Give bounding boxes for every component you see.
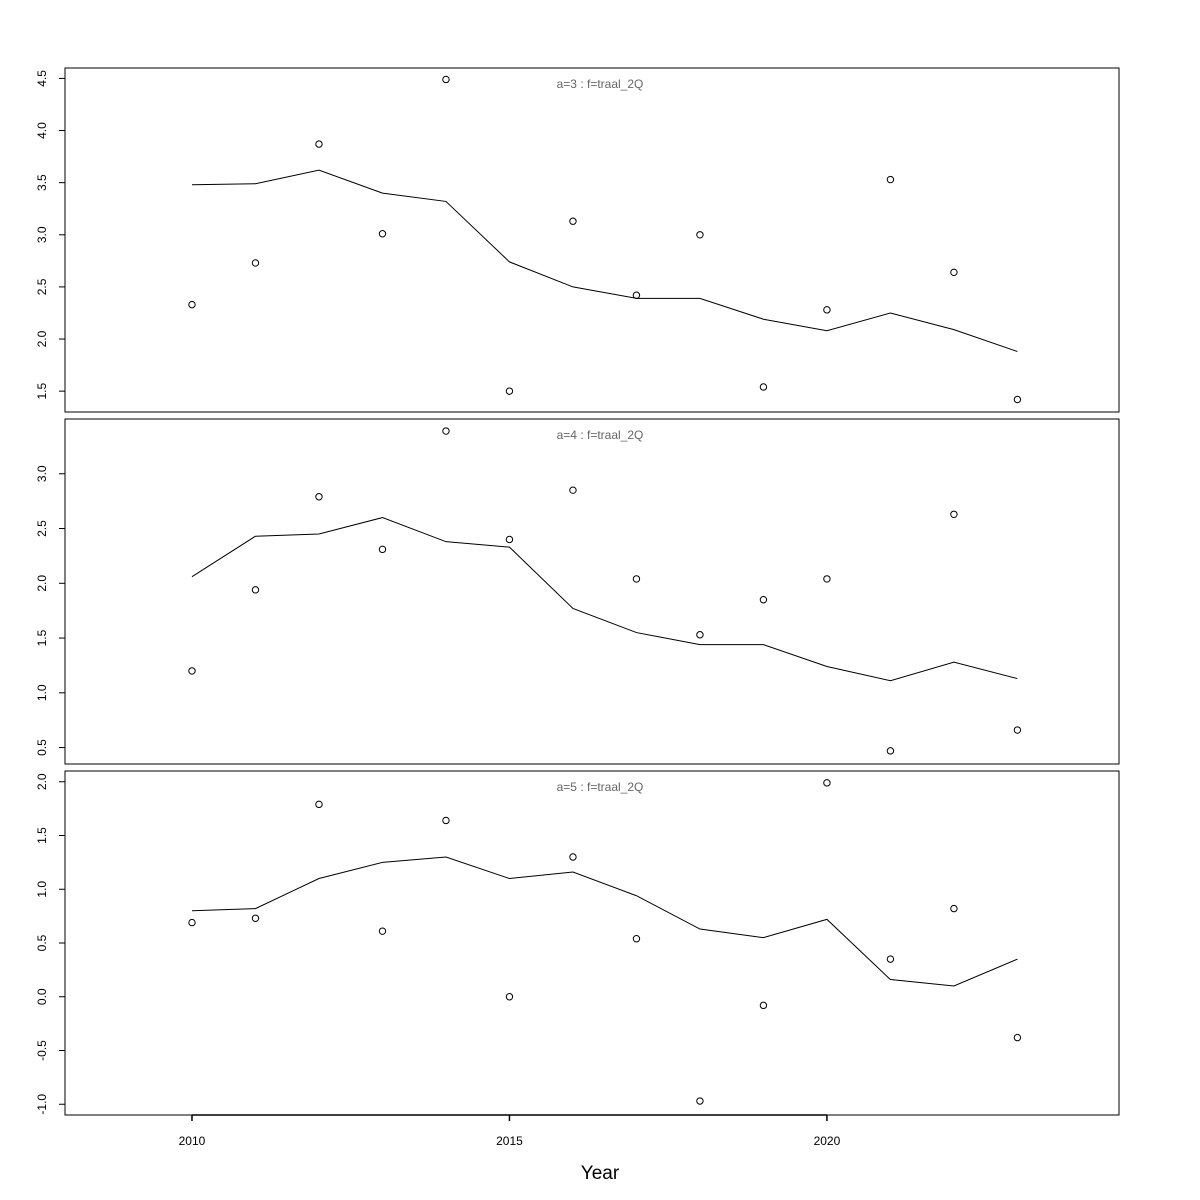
observed-point (1013, 395, 1022, 404)
observed-point (315, 140, 323, 148)
observed-point (442, 75, 450, 84)
y-tick-label: 2.0 (35, 330, 49, 347)
panel-title: a=4 : f=traal_2Q (557, 428, 644, 442)
observed-point (632, 291, 641, 299)
y-tick-label: 3.0 (35, 465, 49, 482)
observed-point (505, 535, 514, 544)
observed-point (251, 259, 260, 267)
observed-point (505, 387, 514, 395)
observed-point (886, 175, 895, 184)
observed-point (823, 306, 831, 314)
y-tick-label: 0.0 (35, 988, 49, 1005)
panel-3: -1.0 -0.5 0.0 0.5 1.0 1.5 2.0 a=5 : f=traal_2Q (35, 770, 1120, 1116)
y-tick-label: 3.0 (35, 226, 49, 243)
observed-point (886, 955, 895, 963)
observed-point (823, 575, 831, 583)
y-tick-label: 4.5 (35, 70, 49, 87)
observed-point (569, 853, 577, 861)
x-tick-label: 2015 (496, 1134, 523, 1148)
fitted-line (191, 517, 1018, 682)
fitted-line (191, 856, 1018, 987)
y-tick-label: 1.5 (35, 827, 49, 844)
fitted-line (191, 169, 1018, 353)
observed-point (378, 545, 387, 554)
y-tick-label: 4.0 (35, 122, 49, 139)
observed-point (569, 486, 577, 494)
x-tick-label: 2010 (179, 1134, 206, 1148)
observed-point (251, 914, 260, 922)
y-tick-label: 2.0 (35, 575, 49, 592)
y-tick-label: 1.0 (35, 684, 49, 701)
x-tick-label: 2020 (814, 1134, 841, 1148)
observed-point (1013, 1033, 1022, 1042)
observed-point (696, 631, 704, 639)
observed-point (315, 800, 323, 809)
observed-point (759, 1001, 768, 1010)
panel-1: 1.5 2.0 2.5 3.0 3.5 4.0 4.5 a=3 : f=traal_2Q (35, 67, 1120, 413)
panel-frame (64, 67, 1120, 413)
observed-point (188, 667, 196, 675)
observed-point (188, 918, 196, 927)
observed-point (696, 231, 704, 239)
observed-point (1013, 726, 1022, 734)
y-tick-label: 0.5 (35, 934, 49, 951)
y-tick-label: 2.5 (35, 520, 49, 537)
x-axis: 2010 2015 2020 (179, 1114, 841, 1148)
panel-2: 0.5 1.0 1.5 2.0 2.5 3.0 a=4 : f=traal_2Q (35, 418, 1120, 765)
observed-point (251, 586, 260, 594)
y-tick-label: 2.5 (35, 278, 49, 295)
observed-point (696, 1097, 704, 1105)
y-tick-label: 3.5 (35, 174, 49, 191)
y-tick-label: 2.0 (35, 773, 49, 790)
observed-point (315, 493, 323, 501)
panel-title: a=3 : f=traal_2Q (557, 77, 644, 91)
observed-point (823, 779, 831, 787)
x-axis-label: Year (581, 1163, 620, 1184)
observed-point (188, 300, 196, 309)
panel-frame (64, 770, 1120, 1116)
observed-point (759, 383, 768, 391)
panels: 1.5 2.0 2.5 3.0 3.5 4.0 4.5 a=3 : f=traal_2Q 0.5… (35, 67, 1120, 1116)
y-tick-label: 1.5 (35, 382, 49, 399)
observed-point (505, 993, 514, 1001)
observed-point (886, 747, 895, 755)
observed-point (632, 575, 641, 583)
y-tick-label: -1.0 (35, 1094, 49, 1115)
panel-title: a=5 : f=traal_2Q (557, 780, 644, 794)
observed-point (950, 904, 958, 913)
panel-frame (64, 418, 1120, 765)
observed-point (759, 596, 768, 604)
observed-point (442, 816, 450, 825)
observed-point (378, 230, 387, 238)
observed-point (569, 217, 577, 225)
y-tick-label: 1.5 (35, 629, 49, 646)
observed-point (632, 935, 641, 943)
observed-point (950, 268, 958, 277)
y-tick-label: 0.5 (35, 739, 49, 756)
y-tick-label: 1.0 (35, 881, 49, 898)
observed-point (378, 927, 387, 935)
observed-point (442, 427, 450, 435)
observed-point (950, 510, 958, 518)
y-tick-label: -0.5 (35, 1040, 49, 1061)
